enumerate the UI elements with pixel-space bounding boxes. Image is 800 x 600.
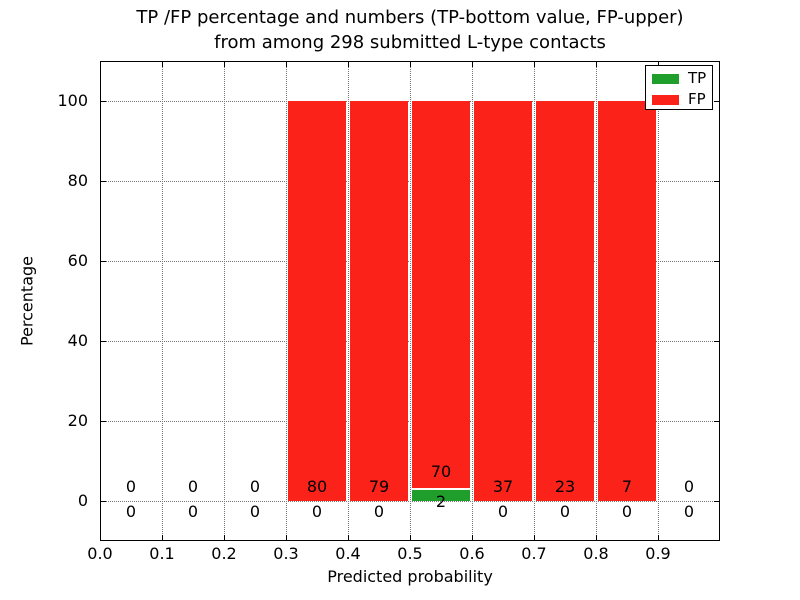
y-tick-mark bbox=[714, 261, 720, 262]
bar-fp bbox=[288, 101, 346, 501]
fp-count-label: 0 bbox=[249, 477, 261, 496]
x-tick-label: 0.5 bbox=[397, 544, 423, 563]
y-tick-mark bbox=[100, 501, 106, 502]
bar-fp bbox=[350, 101, 408, 501]
fp-count-label: 0 bbox=[683, 477, 695, 496]
x-tick-label: 0.2 bbox=[211, 544, 237, 563]
x-tick-mark bbox=[348, 535, 349, 541]
x-axis-label: Predicted probability bbox=[327, 567, 493, 586]
y-tick-label: 20 bbox=[67, 411, 88, 430]
legend-label-fp: FP bbox=[688, 90, 706, 108]
tp-count-label: 0 bbox=[311, 502, 323, 521]
fp-count-label: 79 bbox=[368, 477, 390, 496]
x-tick-mark bbox=[100, 61, 101, 67]
x-tick-mark bbox=[658, 535, 659, 541]
y-tick-label: 0 bbox=[77, 491, 88, 510]
x-tick-label: 0.7 bbox=[521, 544, 547, 563]
fp-count-label: 70 bbox=[430, 461, 452, 481]
x-tick-mark bbox=[286, 535, 287, 541]
x-tick-label: 0.4 bbox=[335, 544, 361, 563]
legend: TP FP bbox=[645, 65, 713, 110]
x-tick-mark bbox=[348, 61, 349, 67]
legend-entry-fp: FP bbox=[646, 89, 712, 110]
x-tick-label: 0.8 bbox=[583, 544, 609, 563]
y-tick-mark bbox=[714, 421, 720, 422]
chart-title: TP /FP percentage and numbers (TP-bottom… bbox=[10, 5, 800, 55]
tp-count-label: 0 bbox=[187, 502, 199, 521]
legend-swatch-fp bbox=[652, 94, 679, 105]
x-grid-line bbox=[410, 62, 411, 540]
x-grid-line bbox=[348, 62, 349, 540]
legend-label-tp: TP bbox=[688, 69, 707, 87]
x-tick-label: 0.9 bbox=[645, 544, 671, 563]
bar-fp bbox=[474, 101, 532, 501]
plot-frame bbox=[100, 61, 720, 541]
x-tick-mark bbox=[534, 535, 535, 541]
x-tick-mark bbox=[224, 61, 225, 67]
y-tick-label: 60 bbox=[67, 251, 88, 270]
x-tick-mark bbox=[162, 61, 163, 67]
x-tick-mark bbox=[162, 535, 163, 541]
x-tick-mark bbox=[472, 535, 473, 541]
x-tick-label: 0.1 bbox=[149, 544, 175, 563]
legend-swatch-tp bbox=[652, 73, 679, 84]
x-tick-mark bbox=[472, 61, 473, 67]
y-tick-label: 80 bbox=[67, 171, 88, 190]
x-grid-line bbox=[472, 62, 473, 540]
tp-count-label: 0 bbox=[497, 502, 509, 521]
chart-title-line1: TP /FP percentage and numbers (TP-bottom… bbox=[136, 7, 684, 28]
x-tick-mark bbox=[410, 535, 411, 541]
y-tick-mark bbox=[714, 101, 720, 102]
y-tick-mark bbox=[714, 341, 720, 342]
tp-count-label: 0 bbox=[125, 502, 137, 521]
fp-count-label: 80 bbox=[306, 477, 328, 496]
x-tick-label: 0.6 bbox=[459, 544, 485, 563]
y-tick-label: 100 bbox=[57, 91, 88, 110]
x-tick-mark bbox=[286, 61, 287, 67]
y-tick-mark bbox=[714, 181, 720, 182]
bar-tp bbox=[412, 489, 470, 501]
tp-count-label: 0 bbox=[373, 502, 385, 521]
fp-count-label: 0 bbox=[125, 477, 137, 496]
tp-count-label: 2 bbox=[435, 492, 447, 511]
y-tick-mark bbox=[100, 421, 106, 422]
x-grid-line bbox=[596, 62, 597, 540]
x-grid-line bbox=[658, 62, 659, 540]
tp-count-label: 0 bbox=[249, 502, 261, 521]
x-tick-mark bbox=[596, 61, 597, 67]
x-tick-mark bbox=[534, 61, 535, 67]
fp-count-label: 23 bbox=[554, 477, 576, 496]
fp-count-label: 0 bbox=[187, 477, 199, 496]
y-tick-label: 40 bbox=[67, 331, 88, 350]
x-tick-label: 0.3 bbox=[273, 544, 299, 563]
x-tick-mark bbox=[410, 61, 411, 67]
fp-count-label: 37 bbox=[492, 477, 514, 496]
x-grid-line bbox=[286, 62, 287, 540]
y-tick-mark bbox=[100, 261, 106, 262]
bar-fp bbox=[598, 101, 656, 501]
x-tick-mark bbox=[100, 535, 101, 541]
x-tick-mark bbox=[224, 535, 225, 541]
x-tick-mark bbox=[658, 61, 659, 67]
x-grid-line bbox=[224, 62, 225, 540]
legend-entry-tp: TP bbox=[646, 68, 712, 89]
y-tick-mark bbox=[714, 501, 720, 502]
chart-title-line2: from among 298 submitted L-type contacts bbox=[214, 32, 606, 53]
tp-count-label: 0 bbox=[683, 502, 695, 521]
bar-fp bbox=[412, 101, 470, 488]
x-grid-line bbox=[534, 62, 535, 540]
y-tick-mark bbox=[100, 101, 106, 102]
x-grid-line bbox=[162, 62, 163, 540]
x-tick-label: 0.0 bbox=[87, 544, 113, 563]
tp-count-label: 0 bbox=[621, 502, 633, 521]
fp-count-label: 7 bbox=[621, 477, 633, 496]
x-tick-mark bbox=[596, 535, 597, 541]
tp-count-label: 0 bbox=[559, 502, 571, 521]
y-axis-label: Percentage bbox=[17, 255, 37, 347]
y-tick-mark bbox=[100, 341, 106, 342]
y-tick-mark bbox=[100, 181, 106, 182]
bar-fp bbox=[536, 101, 594, 501]
